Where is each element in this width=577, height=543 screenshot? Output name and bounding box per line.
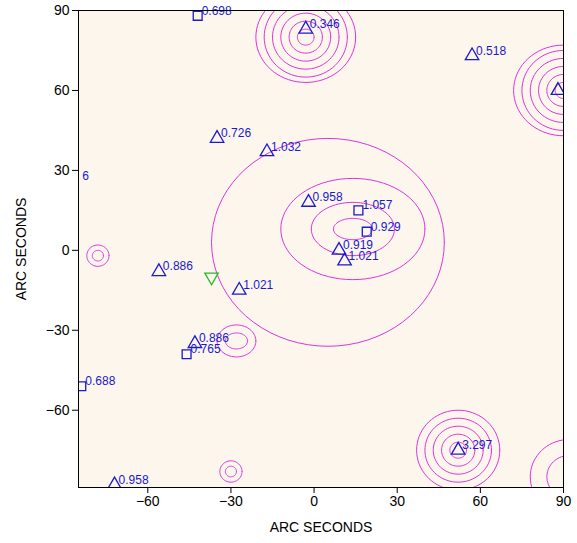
svg-text:0.726: 0.726 — [221, 126, 251, 140]
svg-text:0.698: 0.698 — [201, 3, 232, 18]
svg-text:−60: −60 — [136, 493, 160, 509]
svg-text:0: 0 — [310, 493, 318, 509]
svg-text:0.958: 0.958 — [119, 473, 149, 487]
svg-text:0.929: 0.929 — [371, 220, 401, 234]
svg-text:0.958: 0.958 — [313, 190, 343, 204]
svg-text:0.518: 0.518 — [476, 44, 506, 58]
svg-text:ARC SECONDS: ARC SECONDS — [270, 519, 373, 535]
svg-text:1.021: 1.021 — [349, 249, 379, 263]
svg-text:60: 60 — [54, 82, 70, 98]
svg-text:1.021: 1.021 — [243, 278, 273, 292]
svg-text:60: 60 — [473, 493, 489, 509]
svg-text:0.886: 0.886 — [198, 331, 229, 346]
svg-text:90: 90 — [556, 493, 572, 509]
svg-text:30: 30 — [389, 493, 405, 509]
svg-text:0.886: 0.886 — [163, 259, 193, 273]
svg-text:90: 90 — [54, 2, 70, 18]
svg-text:0.765: 0.765 — [191, 342, 221, 356]
svg-text:0.919: 0.919 — [343, 238, 373, 253]
svg-text:6: 6 — [82, 169, 89, 183]
svg-text:0.688: 0.688 — [85, 374, 115, 388]
svg-text:30: 30 — [54, 162, 70, 178]
svg-text:0.346: 0.346 — [310, 17, 340, 31]
svg-text:ARC SECONDS: ARC SECONDS — [13, 198, 29, 301]
svg-text:−60: −60 — [46, 402, 70, 418]
svg-text:−30: −30 — [219, 493, 243, 509]
svg-text:0: 0 — [62, 242, 70, 258]
svg-text:1.032: 1.032 — [271, 140, 301, 154]
svg-text:−30: −30 — [46, 322, 70, 338]
svg-text:3.297: 3.297 — [462, 438, 492, 452]
svg-text:1.057: 1.057 — [362, 198, 392, 212]
